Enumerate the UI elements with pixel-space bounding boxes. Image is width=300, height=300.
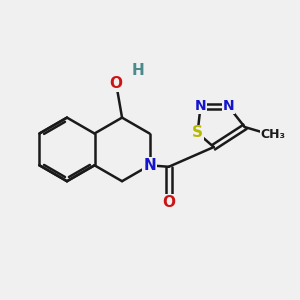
Text: S: S [192, 125, 203, 140]
Text: N: N [143, 158, 156, 173]
Text: H: H [132, 63, 145, 78]
Text: O: O [110, 76, 123, 91]
Text: N: N [195, 99, 206, 113]
Text: O: O [162, 195, 175, 210]
Text: CH₃: CH₃ [260, 128, 285, 141]
Text: N: N [223, 99, 234, 113]
